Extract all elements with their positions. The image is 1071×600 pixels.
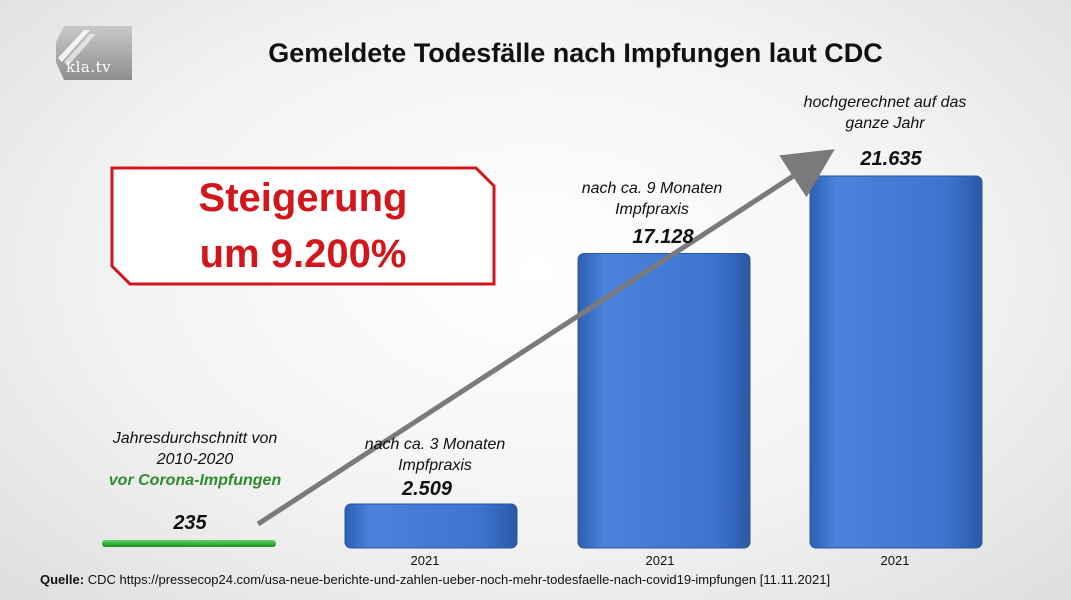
callout-line2: um 9.200%	[199, 232, 407, 276]
baseline-bar	[102, 540, 276, 547]
value-label: 17.128	[632, 226, 694, 248]
bar2-annotation-line1: nach ca. 9 Monaten	[581, 180, 723, 197]
bar-1	[344, 503, 518, 549]
chart-title: Gemeldete Todesfälle nach Impfungen laut…	[268, 38, 883, 68]
bar-2	[577, 252, 751, 549]
kla-tv-logo	[54, 22, 136, 84]
value-label: 235	[173, 512, 207, 534]
bar-3	[809, 175, 983, 549]
increase-callout: Steigerung um 9.200%	[108, 164, 498, 288]
bar3-annotation: hochgerechnet auf das ganze Jahr	[770, 92, 1000, 134]
bar1-annotation-line2: Impfpraxis	[398, 457, 472, 474]
bar3-annotation-line2: ganze Jahr	[845, 115, 925, 132]
bar2-annotation-line2: Impfpraxis	[615, 201, 689, 218]
source-text: CDC https://pressecop24.com/usa-neue-ber…	[87, 572, 831, 587]
value-label: 2.509	[401, 478, 453, 500]
baseline-annotation-line2: 2010-2020	[156, 451, 234, 468]
baseline-annotation-line3: vor Corona-Impfungen	[108, 472, 282, 489]
baseline-annotation-line1: Jahresdurchschnitt von	[112, 430, 278, 447]
x-tick-label: 2021	[410, 553, 440, 568]
callout-line1: Steigerung	[198, 176, 408, 220]
bar1-annotation-line1: nach ca. 3 Monaten	[364, 436, 506, 453]
x-tick-label: 2021	[645, 553, 675, 568]
baseline-annotation: Jahresdurchschnitt von 2010-2020 vor Cor…	[60, 428, 330, 491]
bar3-annotation-line1: hochgerechnet auf das	[803, 94, 967, 111]
bar2-annotation: nach ca. 9 Monaten Impfpraxis	[552, 178, 752, 220]
value-label: 21.635	[860, 148, 922, 170]
trend-arrow	[256, 149, 835, 527]
logo-text: kla.tv	[66, 58, 112, 76]
source-label: Quelle:	[40, 572, 85, 587]
x-tick-label: 2021	[880, 553, 910, 568]
bar1-annotation: nach ca. 3 Monaten Impfpraxis	[330, 434, 540, 476]
source-note: Quelle: CDC https://pressecop24.com/usa-…	[40, 572, 1050, 587]
